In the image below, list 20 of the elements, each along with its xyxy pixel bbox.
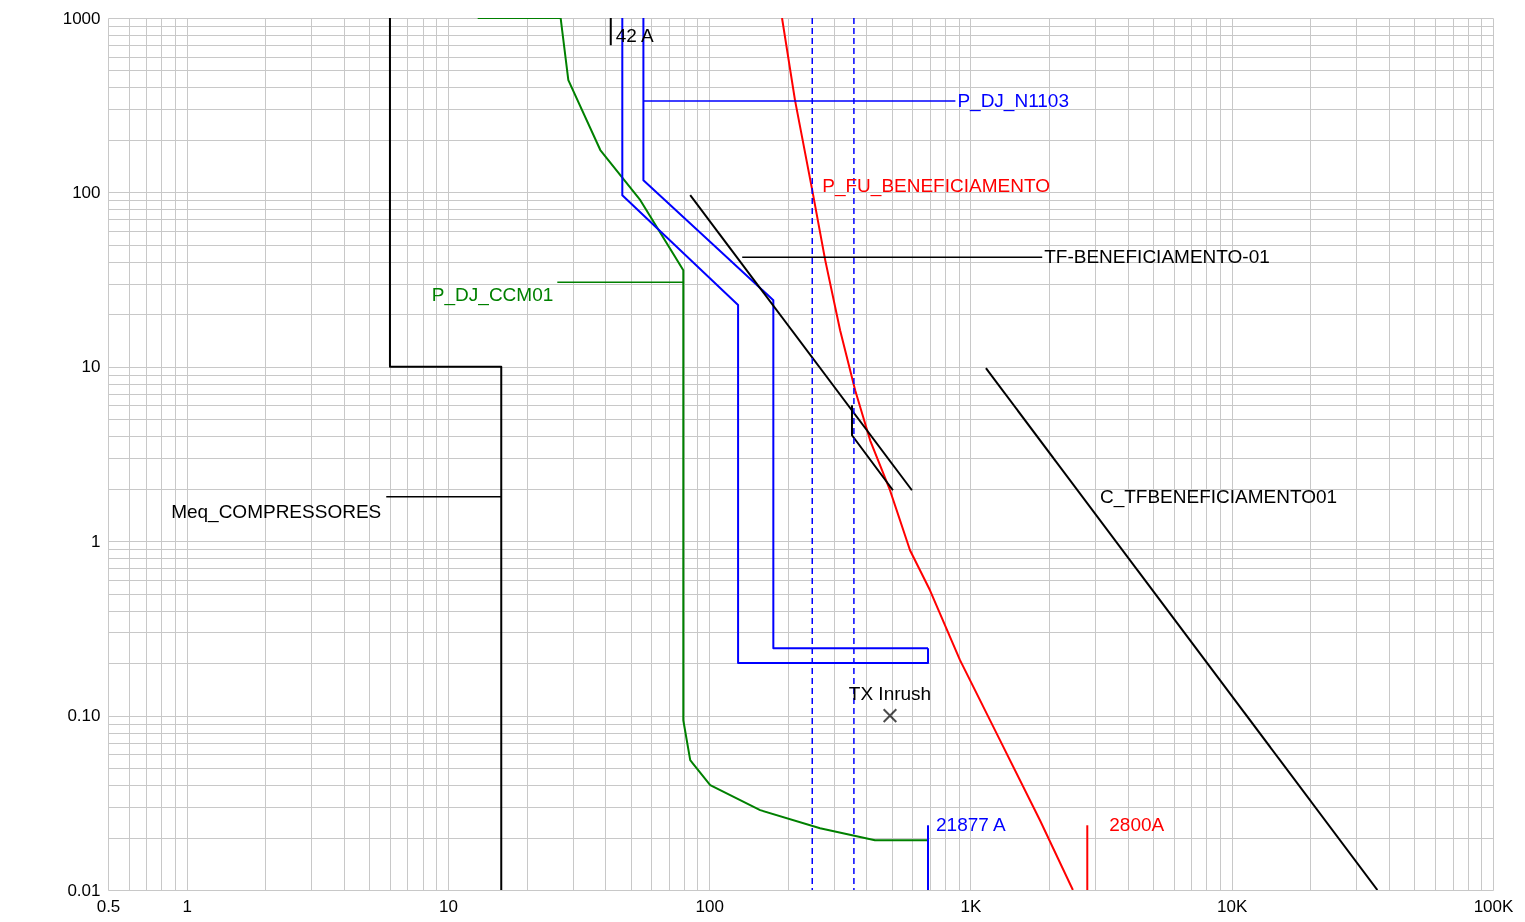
x-tick-label: 10 — [438, 896, 458, 916]
y-tick-label: 100 — [72, 182, 101, 202]
text: TF-BENEFICIAMENTO-01 — [1044, 246, 1270, 268]
series-label: C_TFBENEFICIAMENTO01 — [1099, 486, 1338, 509]
x-tick-label: 100 — [695, 896, 724, 916]
y-tick-label: 0.10 — [67, 706, 101, 726]
text: Meq_COMPRESSORES — [171, 500, 382, 523]
series-label: P_FU_BENEFICIAMENTO — [822, 175, 1050, 198]
text: P_DJ_N1103 — [957, 90, 1070, 112]
series-label: TX Inrush — [848, 682, 932, 704]
series-label: 2800A — [1109, 814, 1165, 836]
x-tick-label: 100K — [1473, 896, 1515, 916]
y-tick-label: 10 — [81, 357, 101, 377]
y-tick-label: 1000 — [62, 8, 101, 28]
x-tick-label: 10K — [1217, 896, 1249, 916]
x-tick-label: 1 — [182, 896, 192, 916]
text: P_DJ_CCM01 — [431, 284, 554, 307]
series-label: 21877 A — [936, 814, 1007, 836]
y-tick-label: 1 — [91, 531, 101, 551]
x-tick-label: 1K — [960, 896, 983, 916]
